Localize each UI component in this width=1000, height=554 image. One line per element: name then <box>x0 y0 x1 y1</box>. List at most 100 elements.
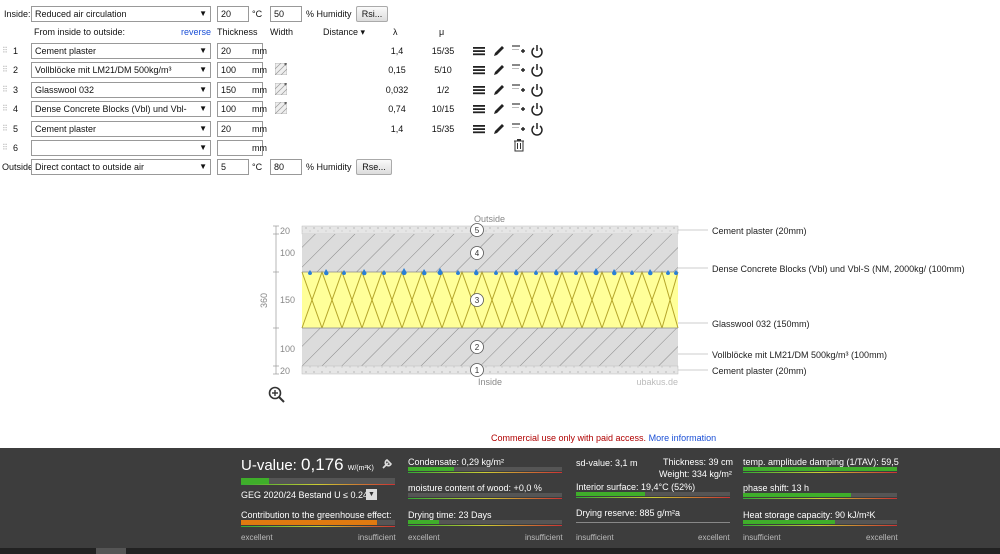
menu-icon[interactable] <box>472 122 486 136</box>
edit-pencil-icon[interactable] <box>492 63 506 77</box>
layer-material-select[interactable]: Glasswool 032 ▼ <box>31 82 211 98</box>
layer-number: 4 <box>13 104 19 114</box>
inside-humidity-input[interactable]: 50 <box>270 6 302 22</box>
layer-number: 1 <box>13 46 19 56</box>
uvalue-display: U-value: 0,176 W/(m²K) <box>241 455 374 475</box>
insert-layer-icon[interactable] <box>511 121 525 135</box>
power-icon[interactable] <box>530 122 544 136</box>
circle-4: 4 <box>475 249 480 258</box>
condensation-droplets <box>308 268 678 276</box>
layer-thickness-input[interactable]: 100 <box>217 101 263 117</box>
trash-icon[interactable] <box>512 138 526 152</box>
heat-storage-bar <box>743 520 897 524</box>
wood-moisture-bar <box>408 493 562 497</box>
width-pattern-icon[interactable] <box>275 83 287 95</box>
layer-material-select[interactable]: Dense Concrete Blocks (Vbl) und Vbl- ▼ <box>31 101 211 117</box>
scale-excellent: excellent <box>241 533 273 542</box>
drying-time-label: Drying time: 23 Days <box>408 510 492 520</box>
insert-layer-icon[interactable] <box>511 101 525 115</box>
layer-material-value: Cement plaster <box>35 124 97 134</box>
layer-lambda: 0,032 <box>385 85 409 95</box>
wrench-icon[interactable] <box>381 458 393 470</box>
layer-thickness-input[interactable]: 100 <box>217 62 263 78</box>
layer-thickness-input[interactable]: 150 <box>217 82 263 98</box>
insert-layer-icon[interactable] <box>511 82 525 96</box>
power-icon[interactable] <box>530 63 544 77</box>
thickness-header: Thickness <box>217 27 258 37</box>
greenhouse-label: Contribution to the greenhouse effect: <box>241 510 392 520</box>
edit-pencil-icon[interactable] <box>492 102 506 116</box>
outside-temp-input[interactable]: 5 <box>217 159 249 175</box>
chevron-down-icon: ▼ <box>199 9 207 18</box>
outside-humidity-input[interactable]: 80 <box>270 159 302 175</box>
layer-material-value: Glasswool 032 <box>35 85 95 95</box>
menu-icon[interactable] <box>472 102 486 116</box>
layer-thickness-input[interactable] <box>217 140 263 156</box>
dim-20-top: 20 <box>280 226 290 236</box>
power-icon[interactable] <box>530 83 544 97</box>
mu-header: μ <box>439 27 445 37</box>
drag-handle-icon[interactable]: ⠿ <box>2 46 8 55</box>
outside-preset-select[interactable]: Direct contact to outside air ▼ <box>31 159 211 175</box>
lambda-header: λ <box>393 27 398 37</box>
drag-handle-icon[interactable]: ⠿ <box>2 65 8 74</box>
edit-pencil-icon[interactable] <box>492 83 506 97</box>
drying-time-bar <box>408 520 562 524</box>
edit-pencil-icon[interactable] <box>492 122 506 136</box>
drag-handle-icon[interactable]: ⠿ <box>2 85 8 94</box>
drag-handle-icon[interactable]: ⠿ <box>2 143 8 152</box>
layer-thickness-input[interactable]: 20 <box>217 121 263 137</box>
rse-button[interactable]: Rse... <box>356 159 392 175</box>
legend-layer-5: Cement plaster (20mm) <box>712 226 807 236</box>
menu-icon[interactable] <box>472 44 486 58</box>
insert-layer-icon[interactable] <box>511 43 525 57</box>
outside-humidity-label: % Humidity <box>306 162 352 172</box>
circle-5: 5 <box>475 226 480 235</box>
layer-material-select[interactable]: Cement plaster ▼ <box>31 43 211 59</box>
menu-icon[interactable] <box>472 63 486 77</box>
dim-100-top: 100 <box>280 248 295 258</box>
layer-material-select[interactable]: ▼ <box>31 140 211 156</box>
layer-material-value: Dense Concrete Blocks (Vbl) und Vbl- <box>35 104 187 114</box>
layer-number: 2 <box>13 65 19 75</box>
phase-shift-bar <box>743 493 897 497</box>
temp-amplitude-label: temp. amplitude damping (1/TAV): 59,5 <box>743 457 899 467</box>
width-pattern-icon[interactable] <box>275 102 287 114</box>
temp-amplitude-bar <box>743 467 897 471</box>
chevron-down-icon: ▼ <box>199 143 207 152</box>
chevron-down-icon: ▼ <box>199 104 207 113</box>
zoom-in-icon[interactable] <box>268 386 286 404</box>
width-pattern-icon[interactable] <box>275 63 287 75</box>
layer-thickness-input[interactable]: 20 <box>217 43 263 59</box>
layer-lambda: 0,74 <box>388 104 406 114</box>
edit-pencil-icon[interactable] <box>492 44 506 58</box>
power-icon[interactable] <box>530 44 544 58</box>
drag-handle-icon[interactable]: ⠿ <box>2 104 8 113</box>
condensate-bar <box>408 467 562 471</box>
inside-temp-input[interactable]: 20 <box>217 6 249 22</box>
dim-20-bottom: 20 <box>280 366 290 376</box>
results-panel: U-value: 0,176 W/(m²K) GEG 2020/24 Besta… <box>0 448 1000 554</box>
circle-2: 2 <box>475 343 480 352</box>
power-icon[interactable] <box>530 102 544 116</box>
distance-header[interactable]: Distance ▾ <box>323 27 366 37</box>
insert-layer-icon[interactable] <box>511 62 525 76</box>
more-information-link[interactable]: More information <box>648 433 717 443</box>
wall-cross-section: 5 4 3 2 1 20 100 150 100 20 360 Outside … <box>259 214 708 387</box>
inside-preset-select[interactable]: Reduced air circulation ▼ <box>31 6 211 22</box>
circle-1: 1 <box>475 366 480 375</box>
rsi-button[interactable]: Rsi... <box>356 6 388 22</box>
drag-handle-icon[interactable]: ⠿ <box>2 124 8 133</box>
dropdown-icon[interactable]: ▼ <box>366 489 377 500</box>
menu-icon[interactable] <box>472 83 486 97</box>
phase-shift-label: phase shift: 13 h <box>743 483 810 493</box>
chevron-down-icon: ▼ <box>199 46 207 55</box>
layer-material-select[interactable]: Cement plaster ▼ <box>31 121 211 137</box>
heat-storage-label: Heat storage capacity: 90 kJ/m²K <box>743 510 876 520</box>
greenhouse-bar <box>241 520 395 525</box>
chevron-down-icon: ▼ <box>199 65 207 74</box>
layer-material-value: Cement plaster <box>35 46 97 56</box>
direction-label: From inside to outside: <box>34 27 126 37</box>
layer-material-select[interactable]: Vollblöcke mit LM21/DM 500kg/m³ ▼ <box>31 62 211 78</box>
reverse-link[interactable]: reverse <box>181 27 212 37</box>
